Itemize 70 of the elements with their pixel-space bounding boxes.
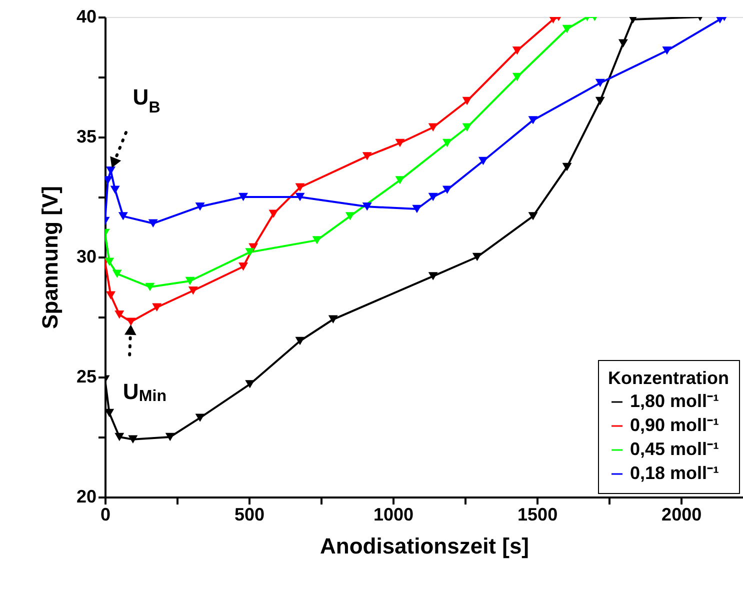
x-tick-label: 1000 <box>374 504 414 524</box>
point <box>238 192 248 202</box>
point <box>295 183 305 192</box>
point <box>118 212 128 220</box>
point <box>345 212 355 220</box>
point <box>595 78 605 88</box>
point <box>148 219 158 228</box>
point <box>395 176 405 184</box>
x-tick-label: 1500 <box>518 504 558 524</box>
y-tick-label: 20 <box>76 486 96 506</box>
point <box>428 272 438 280</box>
y-axis-title: Spannung [V] <box>37 186 62 329</box>
point <box>114 432 124 442</box>
point <box>238 262 248 271</box>
point <box>295 192 305 202</box>
legend-title: Konzentration <box>608 368 729 388</box>
point <box>295 336 305 346</box>
point <box>112 270 122 278</box>
y-tick-label: 25 <box>76 366 96 386</box>
point <box>472 252 482 262</box>
y-tick-label: 35 <box>76 126 96 146</box>
legend-label: 1,80 moll⁻¹ <box>630 391 720 411</box>
point <box>114 310 124 319</box>
point <box>562 162 572 172</box>
point <box>428 192 438 202</box>
point <box>462 96 472 106</box>
point <box>362 152 372 160</box>
point <box>362 202 372 211</box>
x-tick-label: 500 <box>234 504 265 524</box>
point <box>528 116 538 124</box>
legend-label: 0,90 moll⁻¹ <box>630 415 720 435</box>
x-axis-title: Anodisationszeit [s] <box>320 534 530 558</box>
point <box>462 123 472 132</box>
point <box>512 46 522 55</box>
point <box>106 291 116 300</box>
point <box>562 24 572 34</box>
point <box>512 72 522 82</box>
point <box>428 123 438 132</box>
point <box>528 212 538 220</box>
point <box>442 138 452 148</box>
point <box>268 210 278 218</box>
point <box>195 414 205 422</box>
point <box>312 236 322 244</box>
point <box>412 204 422 214</box>
point <box>110 186 120 194</box>
point <box>662 46 672 55</box>
point <box>618 39 628 48</box>
point <box>245 380 255 388</box>
point <box>106 166 116 175</box>
point <box>442 186 452 194</box>
point <box>195 202 205 211</box>
point <box>128 435 138 444</box>
y-tick-label: 40 <box>76 6 96 26</box>
point <box>188 286 198 295</box>
point <box>165 432 175 442</box>
point <box>395 138 405 148</box>
point <box>185 276 195 286</box>
point <box>478 156 488 166</box>
y-tick-label: 30 <box>76 246 96 266</box>
point <box>328 315 338 324</box>
x-tick-label: 0 <box>100 504 111 524</box>
legend-label: 0,45 moll⁻¹ <box>630 439 720 459</box>
point <box>595 96 605 106</box>
point <box>152 303 162 312</box>
x-tick-label: 2000 <box>662 504 702 524</box>
legend-label: 0,18 moll⁻¹ <box>630 463 720 483</box>
point <box>145 282 155 292</box>
point <box>126 318 136 326</box>
point <box>105 258 114 266</box>
point <box>245 248 255 256</box>
